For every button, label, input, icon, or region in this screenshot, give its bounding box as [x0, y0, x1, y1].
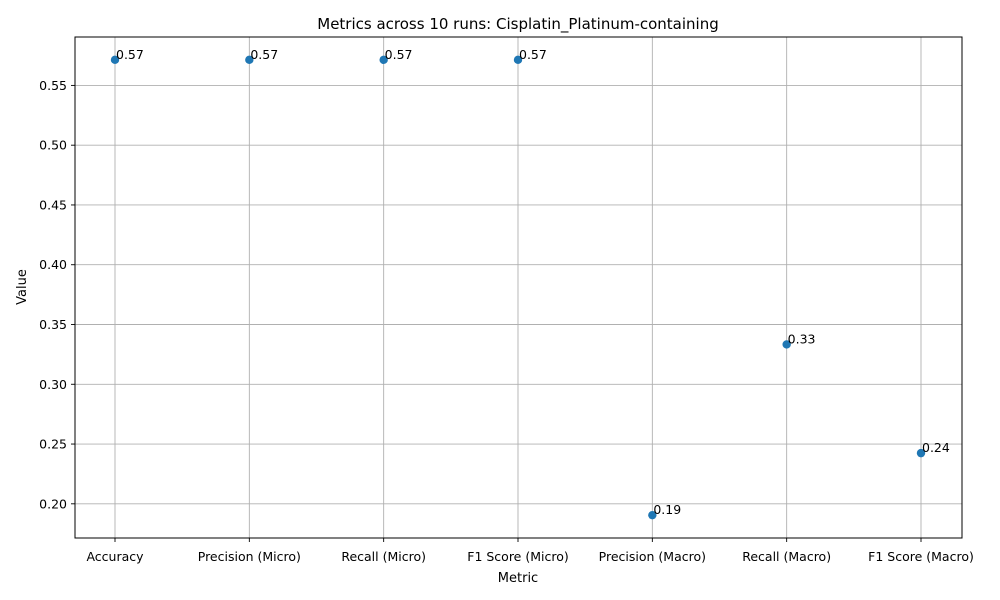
y-tick-label: 0.35 — [39, 317, 67, 332]
chart-title: Metrics across 10 runs: Cisplatin_Platin… — [317, 15, 719, 34]
x-tick-label: Recall (Macro) — [742, 549, 831, 564]
x-tick-label: Accuracy — [86, 549, 144, 564]
data-point — [110, 55, 120, 65]
grid-layer — [75, 37, 962, 538]
x-tick-label: F1 Score (Micro) — [467, 549, 569, 564]
data-label: 0.33 — [788, 331, 816, 346]
x-tick-label: Precision (Macro) — [599, 549, 706, 564]
y-tick-label: 0.30 — [39, 377, 67, 392]
y-axis-label: Value — [15, 269, 30, 305]
y-tick-label: 0.40 — [39, 257, 67, 272]
data-point — [782, 340, 791, 349]
data-label: 0.57 — [519, 47, 547, 62]
y-tick-label: 0.25 — [39, 437, 67, 452]
data-label: 0.24 — [922, 440, 950, 455]
data-point — [245, 55, 254, 65]
points-layer: 0.57 0.57 0.57 0.57 0.19 0.33 0.24 — [110, 47, 950, 520]
data-label: 0.57 — [385, 47, 413, 62]
x-tick-label: F1 Score (Macro) — [868, 549, 974, 564]
y-tick-label: 0.55 — [39, 78, 67, 93]
ticks-layer: Accuracy Precision (Micro) Recall (Micro) F… — [39, 78, 974, 564]
data-point — [648, 510, 657, 520]
x-axis-label: Metric — [498, 571, 538, 586]
x-tick-label: Recall (Micro) — [341, 549, 426, 564]
data-point — [513, 55, 523, 65]
data-point — [916, 448, 926, 458]
data-label: 0.57 — [250, 47, 278, 62]
data-label: 0.57 — [116, 47, 144, 62]
plot-frame — [74, 36, 963, 539]
data-point — [379, 55, 388, 65]
y-tick-label: 0.50 — [39, 138, 67, 153]
y-tick-label: 0.45 — [39, 197, 67, 212]
y-tick-label: 0.20 — [39, 496, 67, 511]
data-label: 0.19 — [653, 502, 681, 517]
x-tick-label: Precision (Micro) — [198, 549, 301, 564]
